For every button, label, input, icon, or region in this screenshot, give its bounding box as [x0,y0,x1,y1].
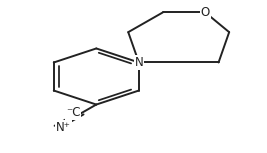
Text: O: O [201,6,210,19]
Text: N⁺: N⁺ [56,121,71,134]
Text: ⁻C: ⁻C [66,106,80,119]
Text: N: N [135,56,143,69]
